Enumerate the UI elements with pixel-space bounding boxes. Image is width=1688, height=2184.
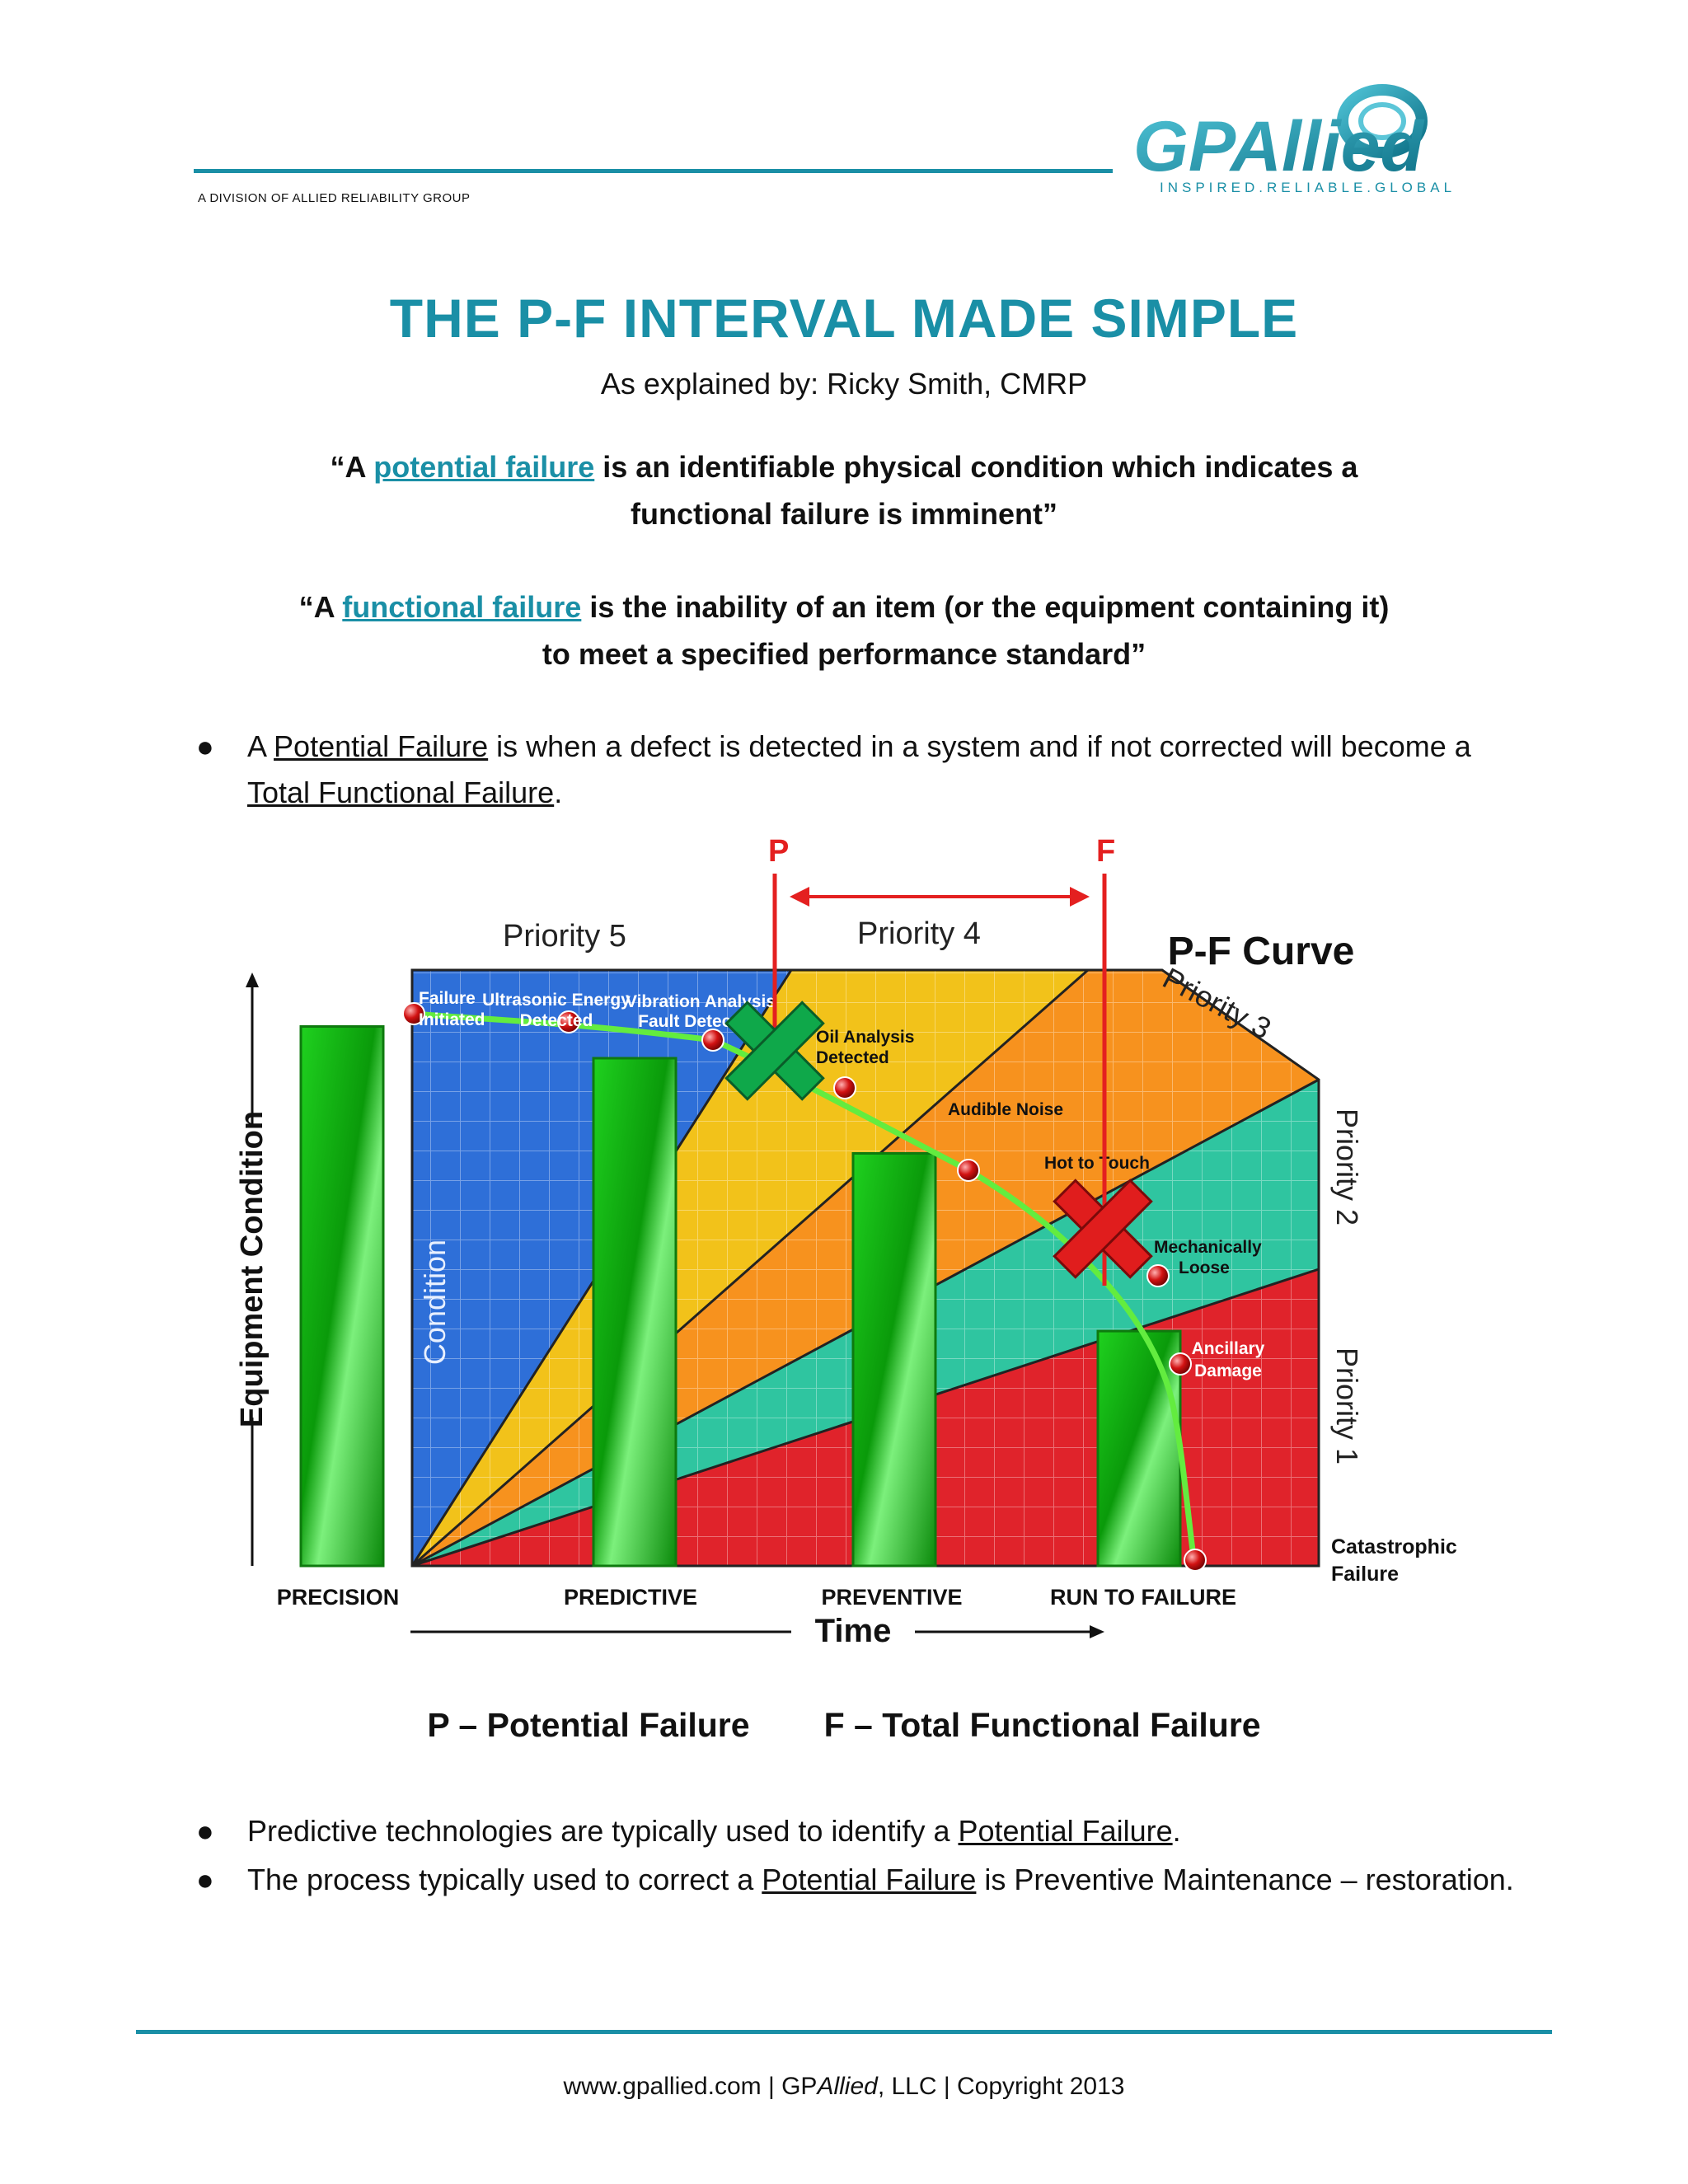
gpallied-logo: GPAllied INSPIRED.RELIABLE.GLOBAL	[1133, 84, 1456, 195]
legend-p: P – Potential Failure	[427, 1706, 750, 1744]
potential-failure-link[interactable]: potential failure	[373, 450, 595, 484]
curve-point-label: Loose	[1179, 1258, 1230, 1277]
quote-functional-failure: “A functional failure is the inability o…	[298, 590, 1390, 671]
curve-point-marker	[957, 1159, 980, 1182]
pf-curve-line	[413, 1010, 1198, 1571]
header-rule	[194, 169, 1113, 173]
curve-point-label: Catastrophic	[1331, 1535, 1457, 1558]
curve-point-label: Failure	[1331, 1563, 1399, 1586]
curve-point-label: Ancillary	[1192, 1339, 1265, 1358]
footer: www.gpallied.com | GPAllied, LLC | Copyr…	[563, 2073, 1125, 2100]
curve-point-label: Failure	[419, 989, 476, 1008]
priority-4-label: Priority 4	[857, 916, 981, 951]
byline: As explained by: Ricky Smith, CMRP	[600, 367, 1088, 401]
category-label: RUN TO FAILURE	[1050, 1585, 1236, 1610]
curve-point-label: Oil Analysis	[816, 1028, 914, 1047]
bar-preventive	[851, 1152, 937, 1568]
division-text: A DIVISION OF ALLIED RELIABILITY GROUP	[198, 191, 471, 205]
logo-tagline: INSPIRED.RELIABLE.GLOBAL	[1160, 180, 1456, 195]
curve-point-label: Detected	[520, 1011, 593, 1030]
category-label: PREDICTIVE	[564, 1585, 697, 1610]
curve-point-marker	[1146, 1264, 1170, 1287]
pf-legend: P – Potential Failure F – Total Functiona…	[0, 1706, 1688, 1745]
functional-failure-cross-icon	[1053, 1179, 1153, 1279]
legend-f: F – Total Functional Failure	[823, 1706, 1261, 1744]
bar-precision	[299, 1025, 385, 1568]
curve-point: Audible Noise	[948, 1100, 1063, 1182]
quote-potential-failure: “A potential failure is an identifiable …	[330, 450, 1358, 531]
curve-point-label: Ultrasonic Energy	[482, 991, 631, 1010]
bullet-dot-icon: ●	[196, 1814, 214, 1848]
category-label: PREVENTIVE	[821, 1585, 962, 1610]
chart-title: P-F Curve	[1168, 930, 1355, 973]
curve-point-label: Vibration Analysis	[626, 992, 776, 1011]
page-title: THE P-F INTERVAL MADE SIMPLE	[389, 288, 1299, 349]
logo-wordmark: GPAllied	[1133, 107, 1424, 186]
curve-point: Catastrophic Failure	[1184, 1535, 1457, 1586]
footer-rule	[136, 2030, 1552, 2034]
curve-point-marker	[402, 1002, 425, 1025]
curve-point: Ancillary Damage	[1169, 1339, 1265, 1380]
p-marker-label: P	[768, 834, 789, 869]
curve-point-marker	[1169, 1352, 1192, 1376]
footer-site-link[interactable]: www.gpallied.com	[563, 2073, 762, 2100]
x-axis-label: Time	[815, 1613, 892, 1649]
bar-predictive	[592, 1057, 678, 1568]
curve-point-label: Mechanically	[1154, 1238, 1262, 1257]
curve-point-label: Hot to Touch	[1044, 1154, 1150, 1173]
bullet-dot-icon: ●	[196, 1863, 214, 1896]
bullet-dot-icon: ●	[196, 729, 214, 763]
curve-point-label: Initiated	[419, 1010, 485, 1029]
potential-failure-cross-icon	[724, 1001, 825, 1101]
f-marker-label: F	[1096, 834, 1115, 869]
y-axis-label: Equipment Condition	[235, 1111, 270, 1427]
curve-point-marker	[557, 1010, 580, 1033]
curve-point-marker	[833, 1076, 856, 1099]
curve-point: Failure Initiated	[402, 989, 485, 1029]
curve-point-marker	[701, 1029, 724, 1052]
curve-point-label: Audible Noise	[948, 1100, 1063, 1119]
curve-point-label: Damage	[1194, 1361, 1262, 1380]
bar-run-to-failure	[1096, 1329, 1182, 1568]
functional-failure-link[interactable]: functional failure	[342, 590, 582, 624]
category-label: PRECISION	[277, 1585, 400, 1610]
inner-axis-label: Condition	[418, 1240, 452, 1365]
priority-1-label: Priority 1	[1330, 1347, 1364, 1465]
priority-5-label: Priority 5	[503, 919, 626, 954]
curve-point-label: Detected	[816, 1048, 889, 1067]
curve-point-marker	[1184, 1549, 1207, 1572]
priority-2-label: Priority 2	[1330, 1108, 1364, 1226]
